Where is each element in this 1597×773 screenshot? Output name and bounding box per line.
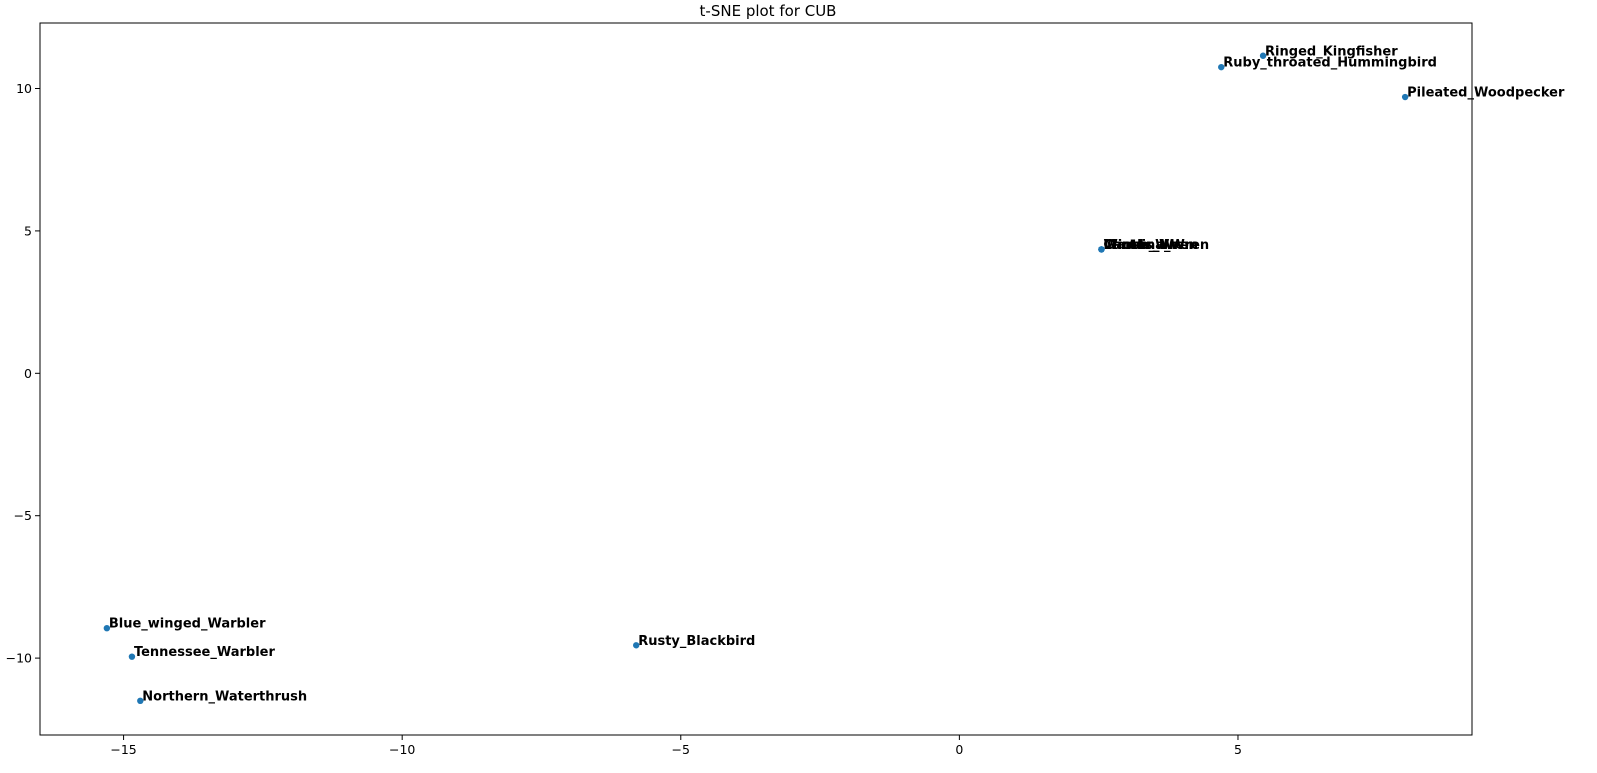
point-label: Northern_Waterthrush [142,689,307,704]
data-points [103,52,1409,705]
point-label: Cactus_Wren [1103,238,1197,253]
data-point [633,642,640,649]
data-point [103,625,111,632]
point-label: Tennessee_Warbler [134,645,276,660]
data-point [1259,52,1267,59]
data-point [1218,63,1225,71]
point-label: Rusty_Blackbird [638,634,755,649]
chart-title: t-SNE plot for CUB [700,2,837,20]
y-axis: −10 −5 0 5 10 [6,81,40,666]
point-label: Carolina_Wren [1103,238,1209,253]
data-point [1098,246,1105,253]
y-tick-label: −5 [14,508,32,523]
y-tick-label: 5 [24,223,32,238]
x-tick-label: 0 [955,742,963,757]
y-tick-label: 0 [24,366,32,381]
y-tick-label: −10 [6,651,32,666]
point-label: Marsh_Wren [1103,238,1193,253]
point-labels: Ringed_KingfisherRuby_throated_Hummingbi… [109,44,1565,704]
y-tick-label: 10 [16,81,32,96]
point-label: Ringed_Kingfisher [1265,44,1398,59]
data-point [1401,93,1409,101]
x-tick-label: −15 [110,742,136,757]
x-axis: −15 −10 −5 0 5 [110,735,1242,757]
point-label: Pileated_Woodpecker [1407,86,1565,101]
point-label: Ruby_throated_Hummingbird [1223,56,1437,71]
data-point [128,653,136,660]
data-point [137,697,144,705]
x-tick-label: −10 [389,742,415,757]
plot-area-frame [39,22,1473,736]
point-label: Winter_Wren [1103,238,1198,253]
x-tick-label: −5 [672,742,690,757]
x-tick-label: 5 [1234,742,1242,757]
point-label: Blue_winged_Warbler [109,617,266,632]
